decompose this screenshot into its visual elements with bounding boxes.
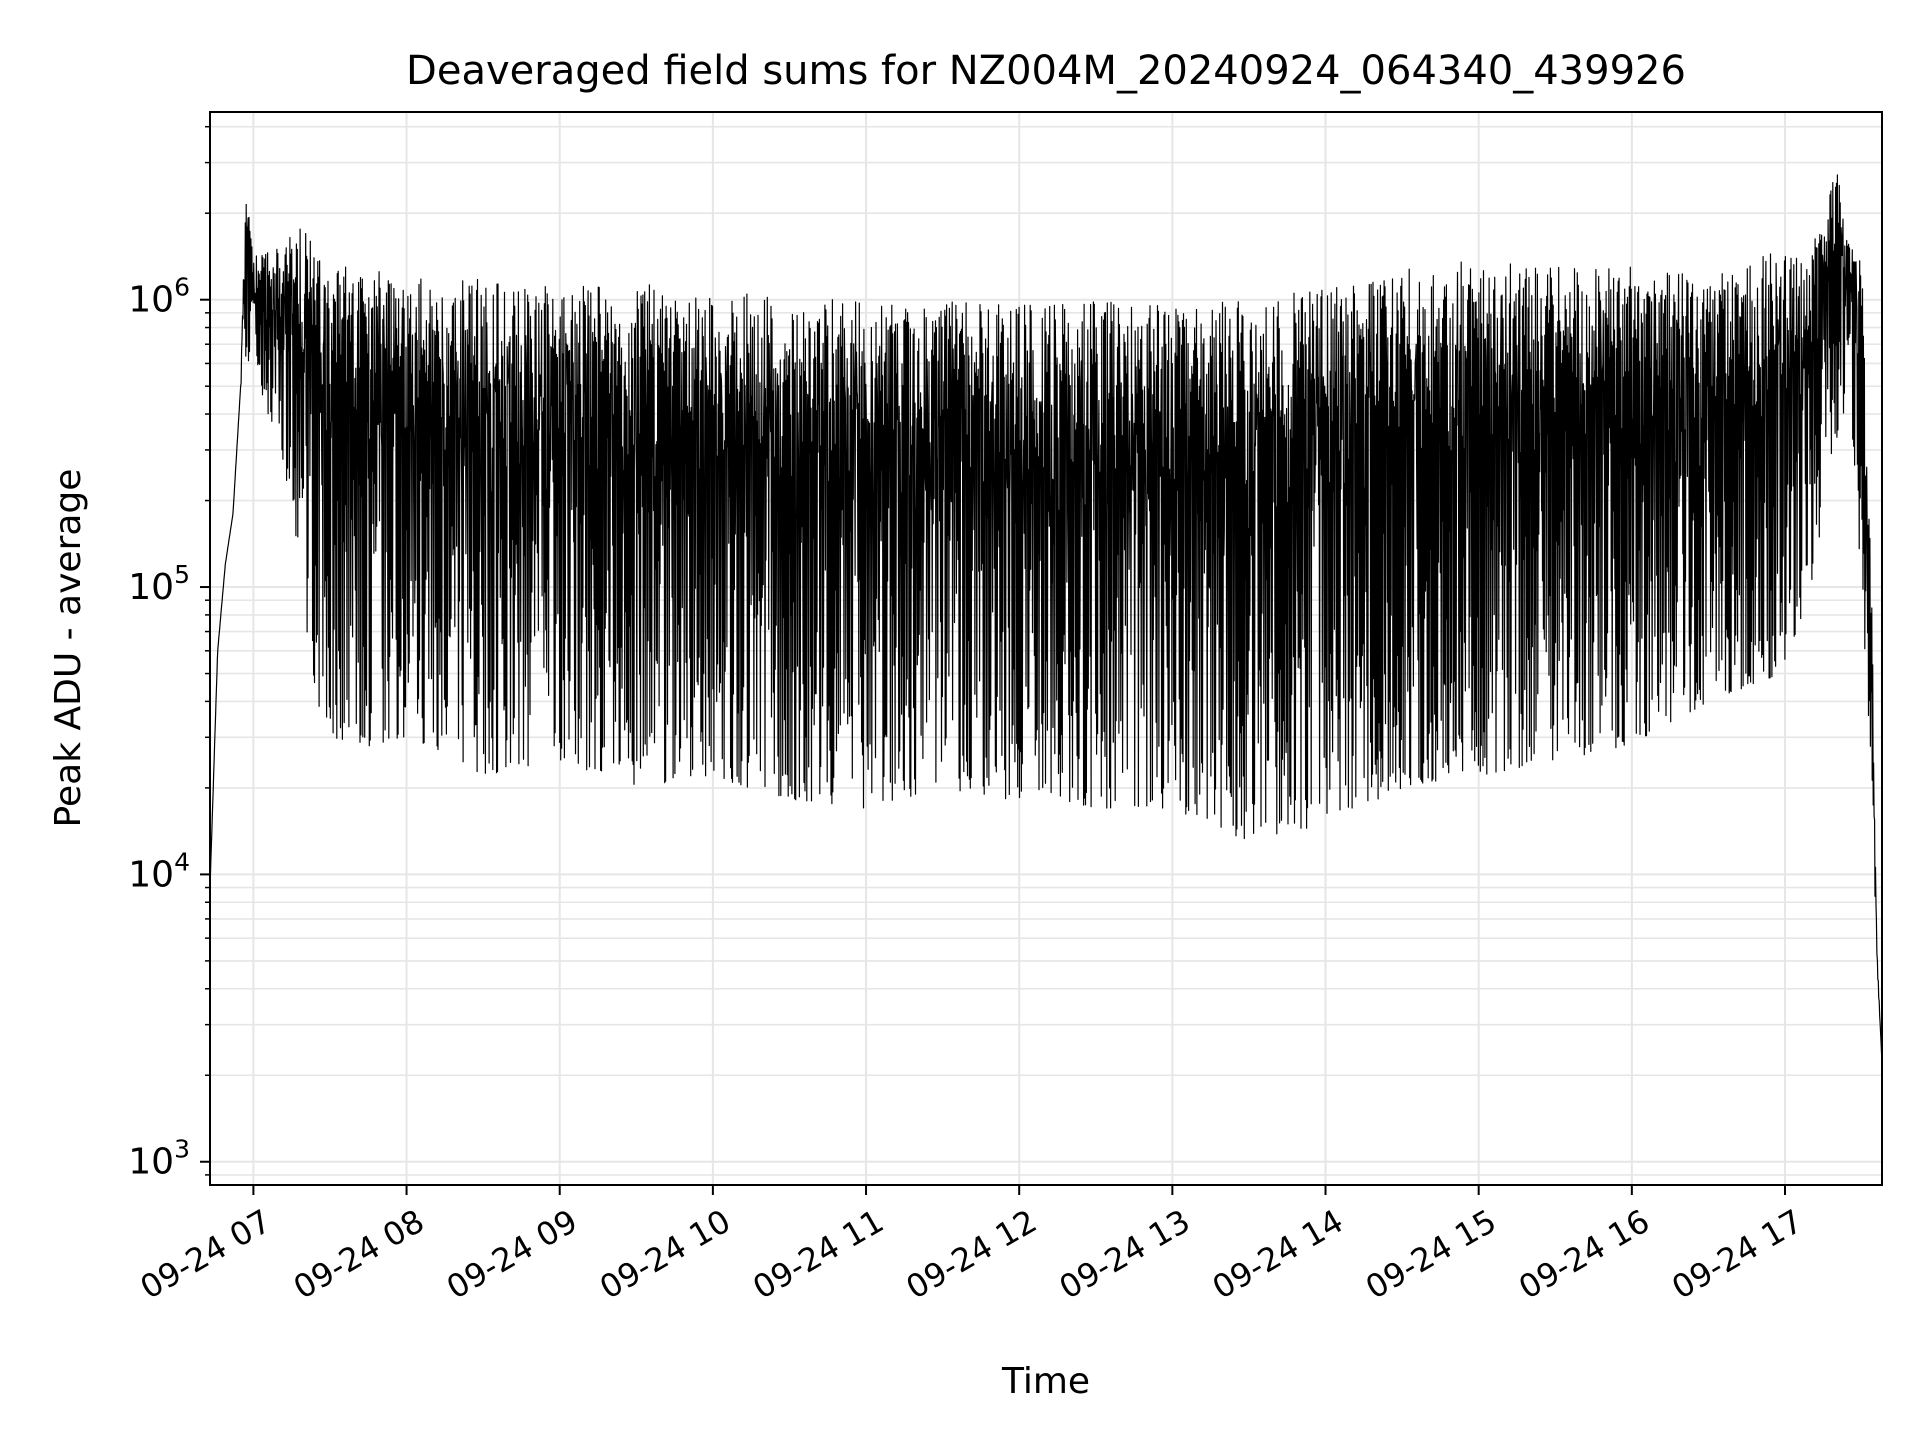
y-tick-label: 104 bbox=[128, 847, 190, 895]
series-line bbox=[209, 174, 1883, 1064]
x-axis-label: Time bbox=[1001, 1361, 1090, 1402]
series-layer bbox=[209, 174, 1883, 1064]
y-axis-label: Peak ADU - average bbox=[48, 469, 89, 828]
y-tick-label: 103 bbox=[128, 1135, 190, 1183]
chart-title: Deaveraged field sums for NZ004M_2024092… bbox=[406, 48, 1686, 94]
y-tick-label: 106 bbox=[128, 273, 190, 321]
plot-frame bbox=[209, 111, 1883, 1186]
y-tick-label: 105 bbox=[128, 560, 190, 608]
